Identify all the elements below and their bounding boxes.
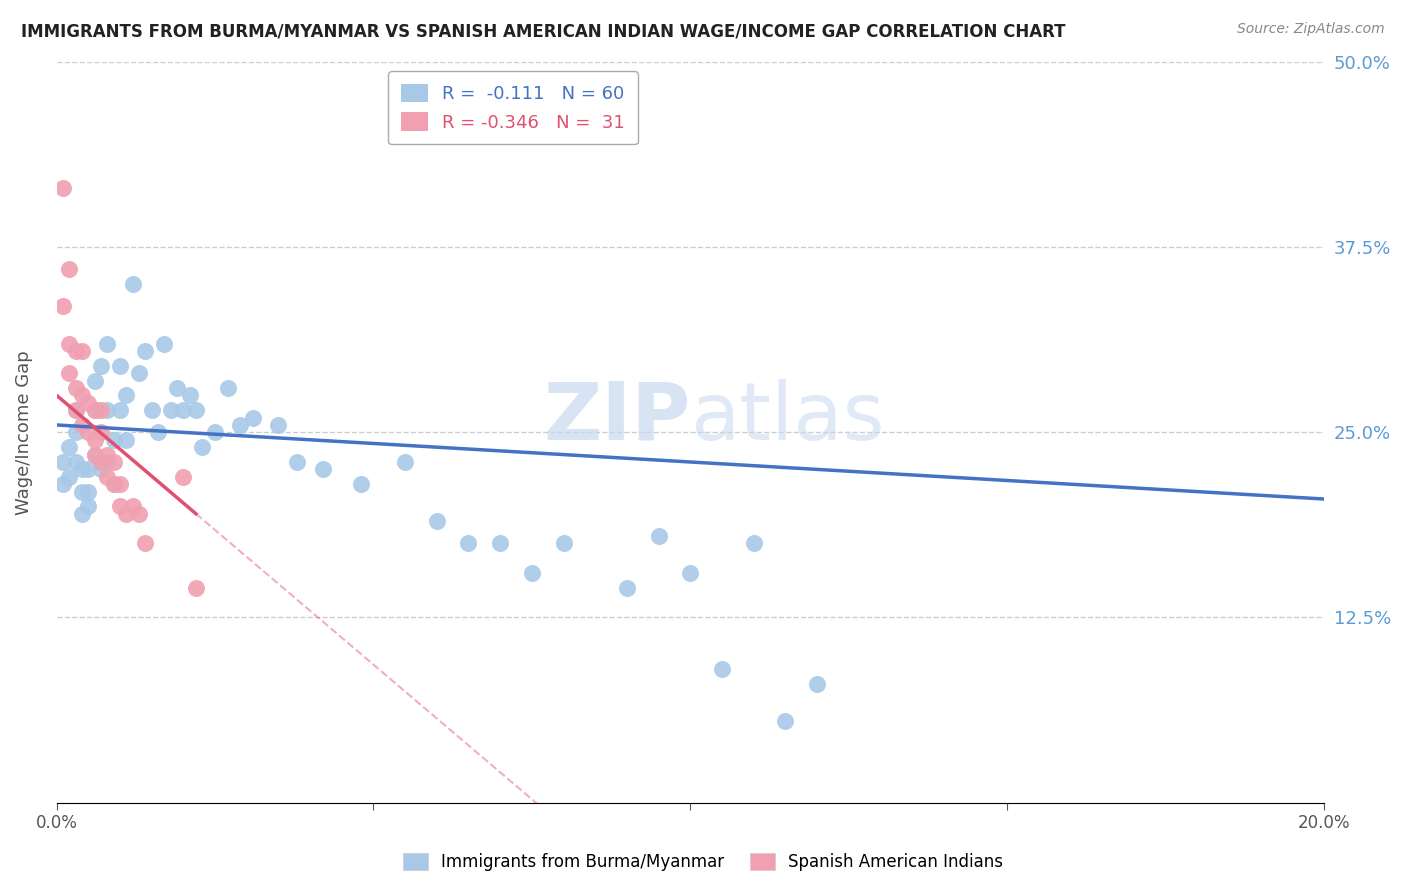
Point	[115, 433, 138, 447]
Point	[128, 366, 150, 380]
Point	[806, 677, 828, 691]
Point	[52, 477, 75, 491]
Point	[77, 484, 100, 499]
Point	[553, 536, 575, 550]
Point	[141, 403, 163, 417]
Point	[108, 477, 131, 491]
Point	[115, 507, 138, 521]
Point	[710, 662, 733, 676]
Point	[83, 448, 105, 462]
Point	[83, 374, 105, 388]
Text: IMMIGRANTS FROM BURMA/MYANMAR VS SPANISH AMERICAN INDIAN WAGE/INCOME GAP CORRELA: IMMIGRANTS FROM BURMA/MYANMAR VS SPANISH…	[21, 22, 1066, 40]
Point	[108, 500, 131, 514]
Point	[647, 529, 669, 543]
Point	[65, 381, 87, 395]
Point	[108, 359, 131, 373]
Point	[52, 181, 75, 195]
Point	[58, 440, 80, 454]
Point	[134, 343, 156, 358]
Point	[77, 500, 100, 514]
Point	[70, 388, 93, 402]
Text: ZIP: ZIP	[543, 378, 690, 457]
Point	[146, 425, 169, 440]
Point	[103, 433, 125, 447]
Point	[70, 343, 93, 358]
Point	[96, 403, 118, 417]
Point	[217, 381, 239, 395]
Point	[83, 433, 105, 447]
Point	[134, 536, 156, 550]
Point	[77, 462, 100, 476]
Point	[287, 455, 309, 469]
Point	[457, 536, 479, 550]
Point	[83, 403, 105, 417]
Point	[312, 462, 335, 476]
Point	[96, 336, 118, 351]
Point	[153, 336, 176, 351]
Point	[108, 403, 131, 417]
Point	[426, 514, 449, 528]
Point	[77, 425, 100, 440]
Point	[58, 262, 80, 277]
Point	[58, 336, 80, 351]
Point	[52, 455, 75, 469]
Point	[121, 500, 143, 514]
Legend: Immigrants from Burma/Myanmar, Spanish American Indians: Immigrants from Burma/Myanmar, Spanish A…	[395, 845, 1011, 880]
Point	[489, 536, 512, 550]
Point	[184, 403, 207, 417]
Point	[58, 366, 80, 380]
Point	[96, 470, 118, 484]
Point	[616, 581, 638, 595]
Text: atlas: atlas	[690, 378, 884, 457]
Point	[267, 417, 290, 432]
Point	[96, 455, 118, 469]
Point	[65, 455, 87, 469]
Point	[90, 455, 112, 469]
Point	[191, 440, 214, 454]
Point	[65, 343, 87, 358]
Point	[103, 455, 125, 469]
Point	[70, 417, 93, 432]
Legend: R =  -0.111   N = 60, R = -0.346   N =  31: R = -0.111 N = 60, R = -0.346 N = 31	[388, 71, 637, 145]
Point	[679, 566, 702, 580]
Point	[90, 403, 112, 417]
Point	[70, 462, 93, 476]
Point	[520, 566, 543, 580]
Point	[90, 425, 112, 440]
Point	[65, 403, 87, 417]
Point	[83, 403, 105, 417]
Point	[242, 410, 264, 425]
Point	[172, 403, 194, 417]
Point	[83, 448, 105, 462]
Point	[70, 484, 93, 499]
Point	[172, 470, 194, 484]
Point	[775, 714, 797, 728]
Point	[166, 381, 188, 395]
Point	[128, 507, 150, 521]
Point	[184, 581, 207, 595]
Point	[121, 277, 143, 292]
Point	[90, 359, 112, 373]
Point	[65, 425, 87, 440]
Point	[159, 403, 181, 417]
Point	[90, 462, 112, 476]
Point	[96, 448, 118, 462]
Point	[65, 403, 87, 417]
Y-axis label: Wage/Income Gap: Wage/Income Gap	[15, 350, 32, 515]
Point	[204, 425, 226, 440]
Point	[52, 300, 75, 314]
Text: Source: ZipAtlas.com: Source: ZipAtlas.com	[1237, 22, 1385, 37]
Point	[70, 507, 93, 521]
Point	[58, 470, 80, 484]
Point	[115, 388, 138, 402]
Point	[742, 536, 765, 550]
Point	[179, 388, 201, 402]
Point	[103, 477, 125, 491]
Point	[394, 455, 416, 469]
Point	[350, 477, 373, 491]
Point	[103, 477, 125, 491]
Point	[229, 417, 252, 432]
Point	[77, 396, 100, 410]
